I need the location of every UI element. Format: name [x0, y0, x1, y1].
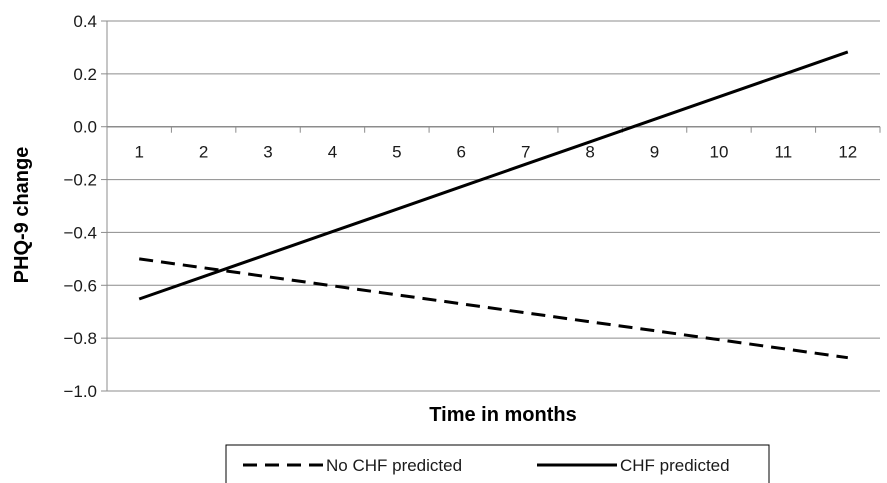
- gridlines: [107, 20, 880, 392]
- x-axis-title: Time in months: [429, 404, 576, 426]
- plot-series: [138, 50, 849, 360]
- series-line-no-chf-predicted: [138, 257, 849, 360]
- x-tick-label: 10: [709, 143, 728, 162]
- x-tick-label: 12: [838, 143, 857, 162]
- y-tick-label: 0.2: [73, 65, 97, 84]
- legend-label-no-chf: No CHF predicted: [326, 456, 462, 475]
- x-tick-label: 4: [328, 143, 337, 162]
- x-tick-label: 5: [392, 143, 401, 162]
- y-tick-label: −0.4: [63, 223, 97, 242]
- y-tick-label: −0.6: [63, 276, 97, 295]
- x-tick-label: 1: [134, 143, 143, 162]
- legend-label-chf: CHF predicted: [620, 456, 730, 475]
- x-axis: 1 2 3 4 5 6 7 8 9 10 11 12: [106, 125, 881, 162]
- y-tick-label: −1.0: [63, 382, 97, 401]
- x-tick-label: 2: [199, 143, 208, 162]
- x-tick-label: 8: [585, 143, 594, 162]
- x-tick-label: 3: [263, 143, 272, 162]
- legend: No CHF predicted CHF predicted: [225, 444, 770, 483]
- y-axis: 0.4 0.2 0.0 −0.2 −0.4 −0.6 −0.8 −1.0: [63, 12, 108, 401]
- y-tick-label: −0.8: [63, 329, 97, 348]
- y-tick-label: −0.2: [63, 171, 97, 190]
- y-tick-label: 0.0: [73, 118, 97, 137]
- y-tick-label: 0.4: [73, 12, 97, 31]
- series-line-chf-predicted: [138, 50, 849, 301]
- x-tick-label: 6: [457, 143, 466, 162]
- x-tick-label: 9: [650, 143, 659, 162]
- y-axis-title: PHQ-9 change: [11, 147, 33, 284]
- x-tick-label: 11: [775, 143, 793, 162]
- x-tick-label: 7: [521, 143, 530, 162]
